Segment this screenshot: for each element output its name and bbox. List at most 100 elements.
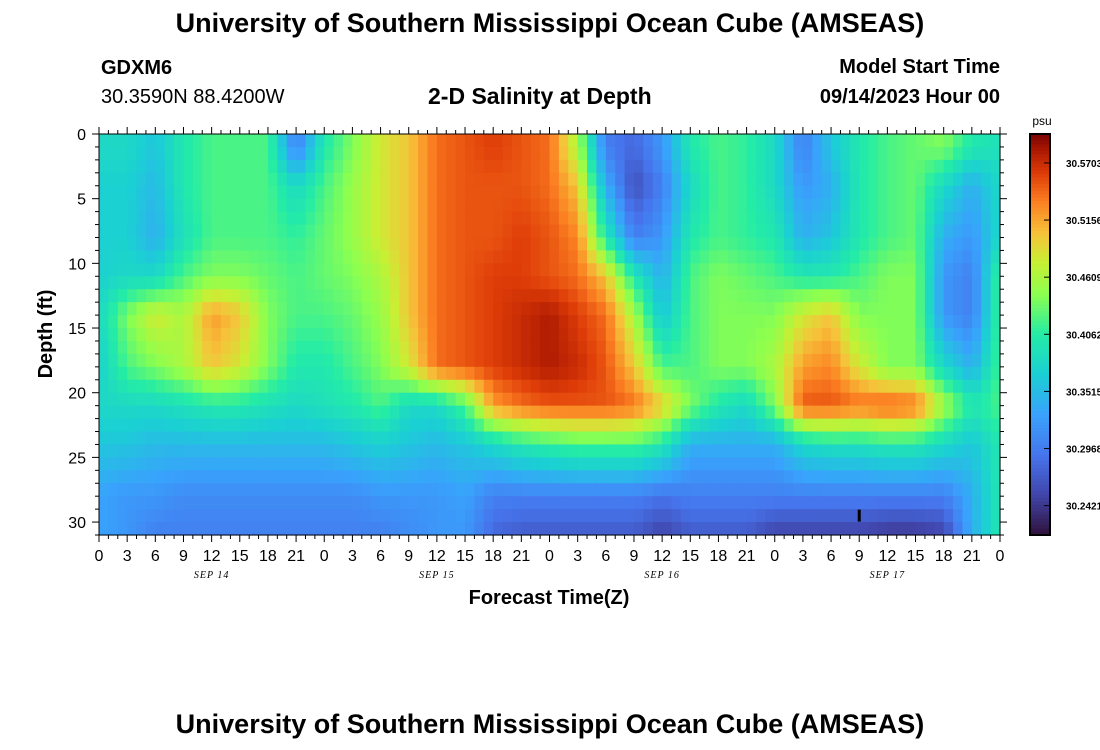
- colorbar-segment: [1030, 257, 1050, 262]
- heatmap-cell: [324, 405, 335, 420]
- heatmap-cell: [249, 340, 260, 355]
- heatmap-cell: [211, 250, 222, 264]
- x-tick-label: 18: [259, 548, 277, 565]
- heatmap-cell: [868, 224, 879, 239]
- heatmap-cell: [859, 366, 870, 381]
- heatmap-cell: [267, 392, 278, 407]
- heatmap-cell: [530, 172, 541, 187]
- heatmap-cell: [174, 457, 185, 471]
- heatmap-cell: [418, 496, 429, 510]
- heatmap-cell: [943, 470, 954, 484]
- heatmap-cell: [718, 159, 729, 174]
- heatmap-cell: [868, 509, 879, 523]
- heatmap-cell: [812, 134, 823, 148]
- heatmap-cell: [267, 237, 278, 252]
- heatmap-cell: [568, 198, 579, 213]
- colorbar-segment: [1030, 438, 1050, 443]
- heatmap-cell: [549, 198, 560, 213]
- heatmap-cell: [483, 263, 494, 277]
- heatmap-cell: [943, 340, 954, 355]
- heatmap-cell: [802, 366, 813, 381]
- heatmap-cell: [962, 224, 973, 239]
- heatmap-cell: [314, 340, 325, 355]
- heatmap-cell: [549, 379, 560, 394]
- heatmap-cell: [305, 276, 316, 290]
- heatmap-cell: [746, 340, 757, 355]
- heatmap-cell: [446, 172, 457, 187]
- heatmap-cell: [558, 134, 569, 148]
- heatmap-cell: [680, 392, 691, 407]
- heatmap-cell: [643, 431, 654, 446]
- heatmap-cell: [962, 302, 973, 316]
- heatmap-cell: [859, 379, 870, 394]
- heatmap-cell: [821, 340, 832, 355]
- heatmap-cell: [455, 444, 466, 458]
- heatmap-cell: [849, 522, 860, 536]
- heatmap-cell: [784, 418, 795, 433]
- heatmap-cell: [117, 146, 128, 161]
- heatmap-cell: [774, 134, 785, 148]
- heatmap-cell: [389, 146, 400, 161]
- heatmap-cell: [587, 224, 598, 239]
- heatmap-cell: [333, 263, 344, 277]
- heatmap-cell: [267, 496, 278, 510]
- heatmap-cell: [333, 315, 344, 329]
- heatmap-cell: [587, 496, 598, 510]
- heatmap-cell: [812, 483, 823, 497]
- heatmap-cell: [305, 353, 316, 368]
- heatmap-cell: [718, 237, 729, 252]
- heatmap-cell: [371, 328, 382, 342]
- heatmap-cell: [305, 444, 316, 458]
- heatmap-cell: [324, 470, 335, 484]
- heatmap-cell: [455, 483, 466, 497]
- heatmap-cell: [680, 134, 691, 148]
- heatmap-cell: [446, 134, 457, 148]
- heatmap-cell: [343, 353, 354, 368]
- heatmap-cell: [493, 444, 504, 458]
- heatmap-cell: [493, 263, 504, 277]
- heatmap-cell: [474, 172, 485, 187]
- heatmap-cell: [371, 444, 382, 458]
- heatmap-cell: [549, 224, 560, 239]
- heatmap-cell: [915, 146, 926, 161]
- heatmap-cell: [962, 522, 973, 536]
- heatmap-cell: [174, 289, 185, 303]
- heatmap-cell: [943, 379, 954, 394]
- heatmap-cell: [859, 159, 870, 174]
- colorbar-segment: [1030, 267, 1050, 272]
- heatmap-cell: [877, 328, 888, 342]
- heatmap-cell: [521, 263, 532, 277]
- heatmap-cell: [127, 263, 138, 277]
- heatmap-cell: [934, 224, 945, 239]
- heatmap-cell: [737, 172, 748, 187]
- heatmap-cell: [108, 289, 119, 303]
- heatmap-cell: [887, 405, 898, 420]
- heatmap-cell: [793, 172, 804, 187]
- heatmap-cell: [211, 263, 222, 277]
- heatmap-cell: [127, 276, 138, 290]
- heatmap-cell: [887, 237, 898, 252]
- heatmap-cell: [380, 444, 391, 458]
- heatmap-cell: [436, 431, 447, 446]
- heatmap-cell: [568, 366, 579, 381]
- heatmap-cell: [755, 263, 766, 277]
- heatmap-cell: [633, 457, 644, 471]
- heatmap-cell: [896, 134, 907, 148]
- colorbar-segment: [1030, 478, 1050, 483]
- heatmap-cell: [277, 457, 288, 471]
- heatmap-cell: [155, 172, 166, 187]
- heatmap-cell: [436, 185, 447, 200]
- heatmap-cell: [906, 457, 917, 471]
- heatmap-cell: [755, 470, 766, 484]
- heatmap-cell: [821, 198, 832, 213]
- heatmap-cell: [652, 392, 663, 407]
- heatmap-cell: [145, 224, 156, 239]
- heatmap-cell: [521, 134, 532, 148]
- plot-frame: [98, 133, 1001, 536]
- heatmap-cell: [399, 146, 410, 161]
- heatmap-cell: [436, 509, 447, 523]
- heatmap-cell: [774, 418, 785, 433]
- heatmap-cell: [202, 302, 213, 316]
- heatmap-cell: [568, 340, 579, 355]
- heatmap-cell: [962, 444, 973, 458]
